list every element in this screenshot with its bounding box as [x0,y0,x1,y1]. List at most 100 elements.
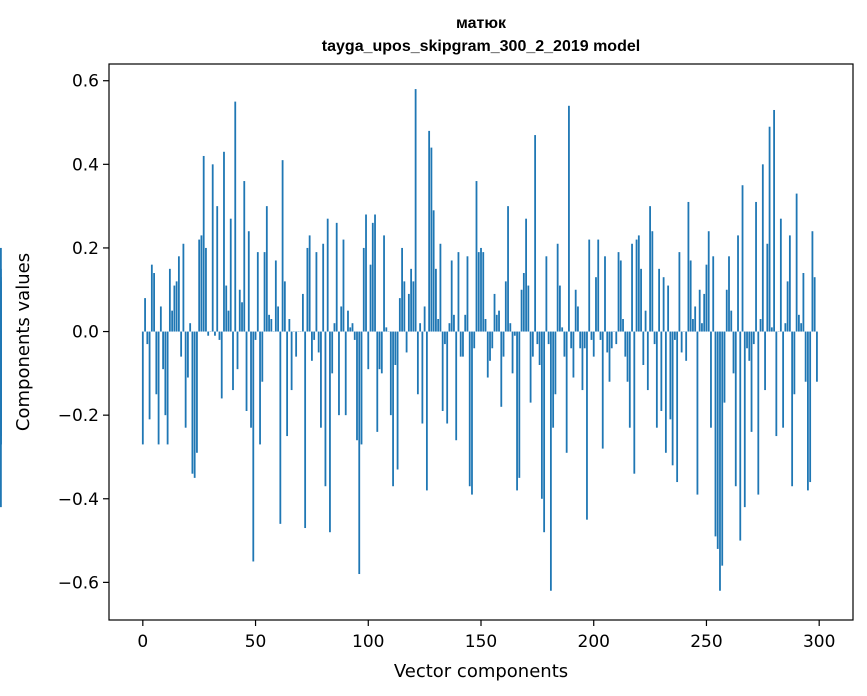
bar [324,331,327,487]
bar [511,331,514,374]
bar [574,289,577,332]
bar [425,331,428,491]
y-tick-label: 0.4 [72,155,99,175]
bar [171,310,174,332]
bar [340,306,343,332]
bar [164,331,167,416]
bar [333,323,336,332]
bar [344,331,347,416]
bar [716,331,719,549]
bar [658,268,661,332]
bar [804,331,807,382]
bar [527,285,530,332]
bar [446,331,449,424]
bar [592,331,595,357]
bar [214,331,216,336]
bar [480,247,482,332]
bar [288,319,291,332]
bar [374,214,376,332]
bar [444,331,446,345]
bar [471,331,473,495]
x-axis-label: Vector components [394,661,568,682]
bar [468,331,471,487]
bar [430,147,433,332]
bar [232,331,234,391]
bar [570,331,573,349]
bar [322,243,325,332]
bar [268,314,270,332]
bar [398,298,401,332]
bar [741,185,744,332]
bar [223,151,225,332]
bar [412,281,415,332]
bar [606,331,609,353]
bar [274,260,277,332]
bar [779,218,782,332]
bar [662,277,665,332]
bar [746,331,748,349]
bar [265,206,268,332]
y-tick-label: 0.0 [72,323,99,343]
bar [556,243,559,332]
x-tick-label: 200 [578,632,610,652]
bar [565,331,568,453]
bar [637,235,640,332]
bar [414,89,417,332]
bar [295,331,298,357]
bar [687,201,690,332]
bar [148,331,151,420]
y-tick-label: −0.4 [58,490,99,510]
bar [486,331,489,378]
bar [692,319,694,332]
bar [786,281,789,332]
bar [737,235,739,332]
bar [356,331,358,441]
bar [380,331,383,374]
bar [455,331,458,441]
bar [270,319,273,332]
bar [193,331,196,478]
bar [748,331,751,361]
bar [141,331,144,445]
bar [187,331,189,378]
bar [728,256,730,332]
bar [146,331,149,345]
bar [559,285,561,332]
bar [583,331,586,349]
bar [211,164,214,332]
x-tick-label: 250 [690,632,722,652]
bar [403,281,406,332]
bar [175,281,178,332]
bar [313,331,316,340]
bar [329,331,331,533]
chart-title: матюк [456,15,507,32]
bar [351,323,354,332]
bar [200,235,203,332]
bar [144,298,146,332]
bar [225,285,228,332]
bar [811,231,814,332]
bar [599,331,602,340]
bar [254,331,257,340]
bar [241,302,243,332]
bar [229,218,232,332]
bar [459,331,462,357]
bar [401,247,403,332]
bar [807,331,809,491]
bar [712,256,715,332]
bar [525,218,527,332]
bar [601,331,604,449]
bar [797,314,800,332]
bar [466,256,469,332]
bar [642,331,645,365]
bar [529,331,532,403]
bar [369,264,372,332]
bar [784,323,787,332]
y-axis-label: Components values [13,253,34,431]
bar [655,331,658,428]
x-axis-ticks: 0 50 100 150 200 250 300 [137,620,835,652]
bar [710,331,712,428]
bar [301,293,304,332]
bar [365,214,367,332]
bar [626,331,629,382]
